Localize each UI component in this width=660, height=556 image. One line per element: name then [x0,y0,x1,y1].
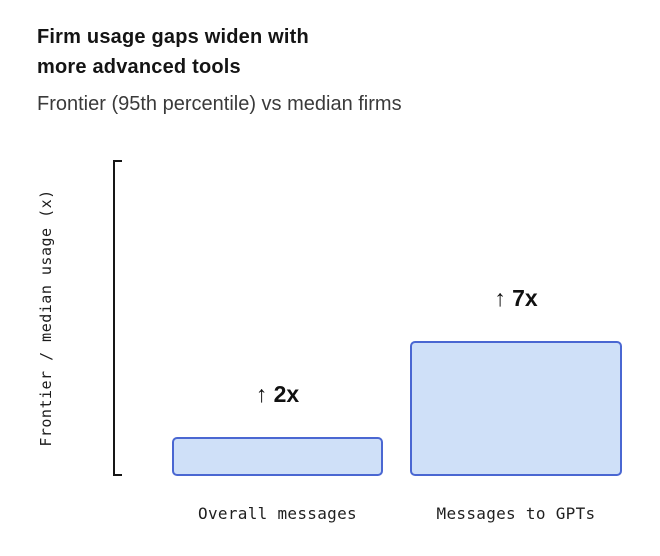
chart-subtitle: Frontier (95th percentile) vs median fir… [37,93,402,115]
bar-annotation-overall-messages: ↑ 2x [255,381,300,408]
chart-title-line-1: Firm usage gaps widen with [37,26,309,48]
chart-title: Firm usage gaps widen with more advanced… [37,22,309,82]
bar-overall-messages [172,437,383,476]
x-axis-label-overall-messages: Overall messages [198,504,357,523]
x-axis-label-messages-to-gpts: Messages to GPTs [436,504,596,523]
bar-annotation-messages-to-gpts: ↑ 7x [494,284,538,311]
y-axis-line [113,160,122,476]
y-axis-label: Frontier / median usage (x) [37,189,55,447]
chart-title-line-2: more advanced tools [37,56,241,78]
bar-messages-to-gpts [410,340,622,476]
